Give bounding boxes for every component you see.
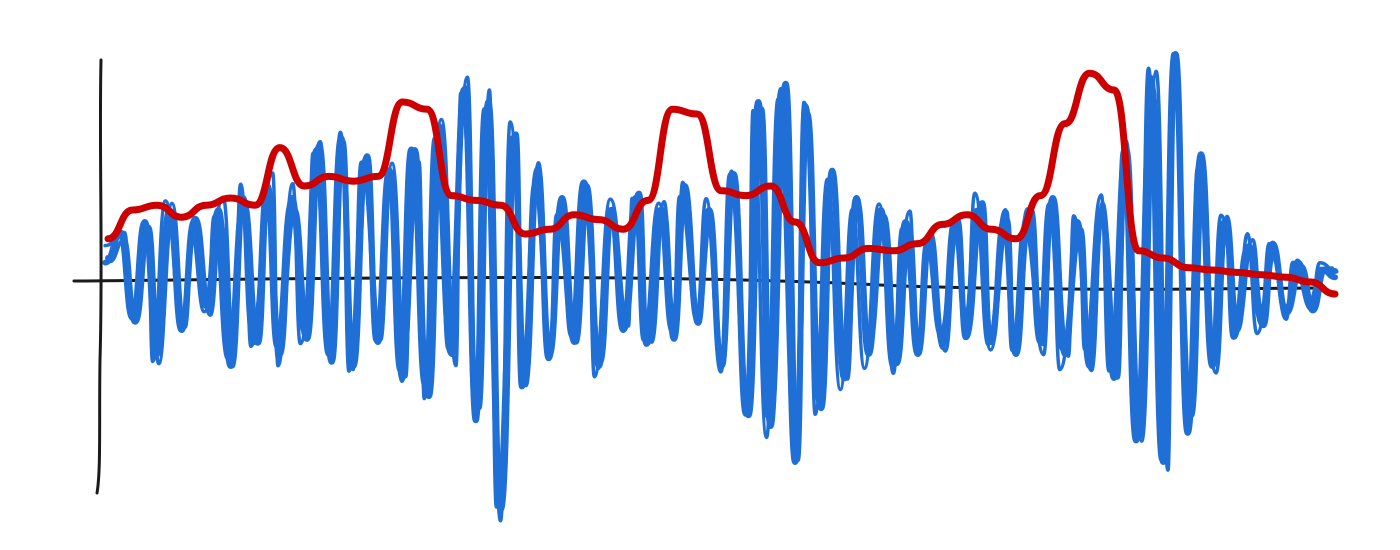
envelope-series [104, 69, 1339, 298]
signal-series [102, 51, 1339, 523]
signal-line-stroke-4 [103, 65, 1334, 523]
envelope-line [104, 69, 1339, 298]
y-axis [95, 58, 103, 495]
